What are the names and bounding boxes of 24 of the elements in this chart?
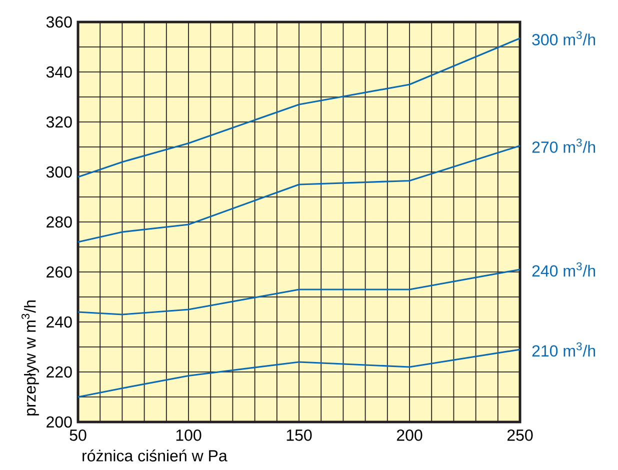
line-series <box>77 37 521 178</box>
line-series <box>77 144 521 243</box>
series-label: 240 m$^{3}$/h <box>532 262 596 277</box>
y-tick-label: 280 <box>46 216 72 228</box>
x-tick-label: 50 <box>70 430 86 441</box>
y-tick-label: 300 <box>46 166 72 178</box>
y-tick-label: 360 <box>46 16 72 28</box>
x-axis-title: różnica ciśnień w Pa <box>82 450 228 462</box>
line-series <box>77 268 521 316</box>
series-label: 300 m$^{3}$/h <box>532 31 596 46</box>
series-label: 210 m$^{3}$/h <box>532 342 596 357</box>
y-tick-label: 220 <box>46 366 72 378</box>
line-series <box>77 348 521 398</box>
y-tick-label: 260 <box>46 266 72 278</box>
y-tick-label: 340 <box>46 66 72 78</box>
x-tick-label: 200 <box>396 430 422 441</box>
x-tick-label: 250 <box>507 430 533 441</box>
y-axis-title: przepływ w m$^{3}$/h <box>22 300 39 416</box>
series-label: 270 m$^{3}$/h <box>532 138 596 153</box>
y-tick-label: 240 <box>46 316 72 328</box>
x-tick-label: 150 <box>286 430 312 441</box>
x-tick-label: 100 <box>176 430 202 441</box>
y-tick-label: 200 <box>46 416 72 428</box>
y-tick-label: 320 <box>46 116 72 128</box>
